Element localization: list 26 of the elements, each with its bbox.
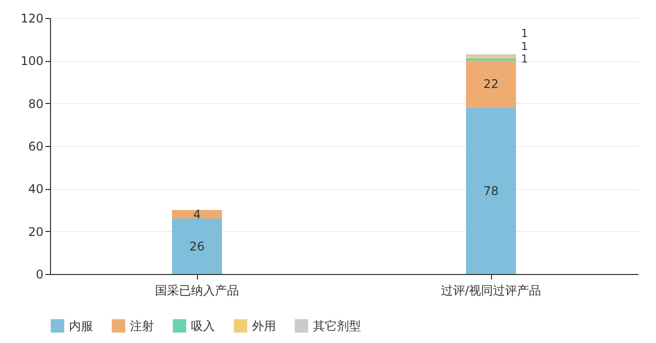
- data-label: 4: [193, 207, 201, 222]
- x-tick-label: 国采已纳入产品: [155, 284, 239, 298]
- data-label: 1: [521, 40, 528, 53]
- bar: [172, 210, 222, 219]
- bar: [466, 60, 516, 108]
- bar: [466, 108, 516, 274]
- y-tick-label: 120: [20, 12, 44, 26]
- legend-label: 注射: [130, 318, 154, 333]
- y-tick-label: 80: [28, 96, 44, 111]
- y-tick-label: 0: [36, 268, 44, 282]
- data-label: 26: [189, 239, 205, 254]
- x-tick-label: 过评/视同过评产品: [440, 284, 542, 298]
- y-tick-label: 40: [28, 182, 44, 196]
- data-label: 1: [521, 52, 528, 66]
- data-label: 78: [483, 184, 499, 198]
- data-label: 1: [521, 27, 528, 40]
- legend-label: 内服: [69, 318, 93, 333]
- y-tick-label: 100: [20, 54, 44, 68]
- bar: [172, 218, 222, 274]
- y-tick-label: 60: [28, 140, 44, 154]
- y-tick-label: 20: [28, 224, 44, 239]
- legend-label: 外用: [252, 318, 276, 333]
- legend-label: 其它剂型: [313, 318, 361, 333]
- data-label: 22: [483, 77, 499, 92]
- bar: [466, 56, 516, 59]
- legend-label: 吸入: [191, 318, 215, 333]
